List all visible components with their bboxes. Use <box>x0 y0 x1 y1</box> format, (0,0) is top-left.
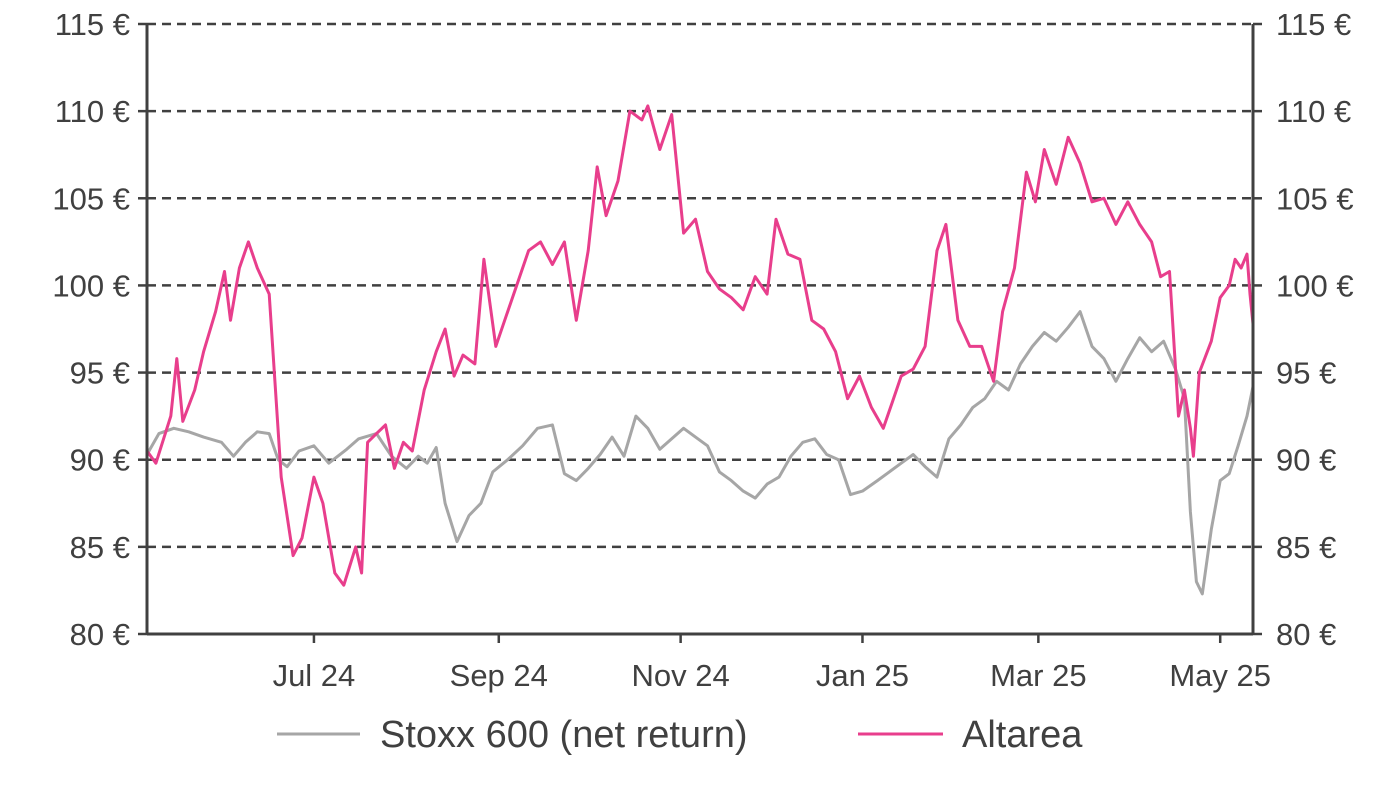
y-tick-label-right: 90 € <box>1276 443 1336 478</box>
y-tick-label-right: 80 € <box>1276 617 1336 652</box>
y-tick-label-left: 80 € <box>70 617 130 652</box>
legend: Stoxx 600 (net return) Altarea <box>277 714 1083 756</box>
y-tick-label-right: 105 € <box>1276 181 1354 216</box>
legend-label-altarea: Altarea <box>962 714 1083 756</box>
y-tick-label-right: 95 € <box>1276 356 1336 391</box>
y-tick-label-right: 85 € <box>1276 530 1336 565</box>
x-tick-label: May 25 <box>1169 658 1271 693</box>
y-tick-label-left: 100 € <box>52 268 130 303</box>
x-tick-label: Jul 24 <box>273 658 356 693</box>
series-line-altarea <box>145 104 1255 587</box>
y-tick-label-left: 95 € <box>70 356 130 391</box>
x-tick-label: Jan 25 <box>816 658 909 693</box>
y-tick-label-left: 85 € <box>70 530 130 565</box>
axis-ticks: 80 € 80 € 85 € 85 € 90 € 90 € 95 € 95 € 100 € 100… <box>52 7 1353 693</box>
x-tick-label: Nov 24 <box>632 658 730 693</box>
x-tick-label: Mar 25 <box>990 658 1086 693</box>
y-tick-label-right: 100 € <box>1276 268 1354 303</box>
legend-label-stoxx: Stoxx 600 (net return) <box>380 714 748 756</box>
axes <box>145 24 1255 636</box>
gridlines <box>147 22 1253 549</box>
x-tick-label: Sep 24 <box>450 658 548 693</box>
y-tick-label-left: 90 € <box>70 443 130 478</box>
series-line-stoxx <box>145 310 1255 596</box>
y-tick-label-right: 110 € <box>1276 94 1351 129</box>
series-lines <box>145 104 1255 596</box>
y-tick-label-left: 110 € <box>55 94 130 129</box>
y-tick-label-left: 115 € <box>55 7 130 42</box>
y-tick-label-right: 115 € <box>1276 7 1351 42</box>
y-tick-label-left: 105 € <box>52 181 130 216</box>
